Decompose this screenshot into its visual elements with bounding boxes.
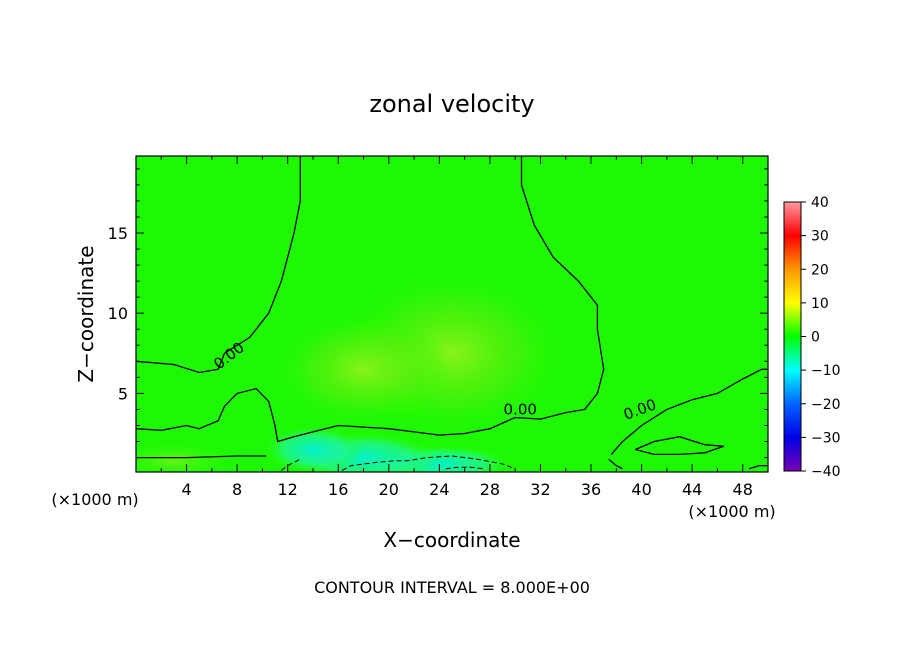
field-region-2 (275, 313, 452, 426)
colorbar-ramp (783, 201, 802, 472)
plot-frame (135, 155, 769, 473)
contour-interval-note: CONTOUR INTERVAL = 8.000E+00 (314, 578, 590, 597)
x-tick-label: 4 (181, 480, 191, 499)
colorbar-tick-label: −10 (811, 363, 841, 379)
x-tick-label: 24 (429, 480, 449, 499)
colorbar-tick-label: 20 (811, 262, 829, 278)
x-tick-label: 28 (480, 480, 500, 499)
negative-contour-1 (341, 455, 516, 471)
y-axis-label: Z−coordinate (74, 245, 98, 382)
y-tick-label: 15 (108, 224, 128, 243)
colorbar-tick-label: 40 (811, 195, 829, 211)
x-tick-label: 16 (328, 480, 348, 499)
colorbar-tick-label: −40 (811, 464, 841, 480)
zero-contour-3 (136, 455, 267, 459)
velocity-field (136, 273, 566, 472)
colorbar-tick-label: 30 (811, 229, 829, 245)
colorbar: 40 30 20 10 0 −10 −20 −30 −40 (783, 195, 841, 480)
x-tick-label: 32 (530, 480, 550, 499)
y-tick-label: 10 (108, 304, 128, 323)
x-unit-right: (×1000 m) (688, 502, 775, 521)
chart-title: zonal velocity (369, 90, 534, 118)
field-region-6 (136, 441, 238, 472)
zero-contour-2 (136, 156, 605, 443)
colorbar-tick-label: 10 (811, 296, 829, 312)
x-tick-label: 40 (631, 480, 651, 499)
zero-contour-7 (748, 464, 768, 470)
y-tick-label: 5 (118, 384, 128, 403)
colorbar-tick-label: 0 (811, 330, 820, 346)
x-tick-label: 12 (278, 480, 298, 499)
colorbar-tick-label: −30 (811, 430, 841, 446)
y-axis: 5 10 15 (108, 168, 768, 459)
zero-contour-6 (608, 458, 623, 470)
contour-lines (136, 156, 768, 471)
x-tick-label: 8 (232, 480, 242, 499)
zero-contour-1 (136, 156, 301, 374)
x-tick-label: 44 (682, 480, 702, 499)
x-axis-label: X−coordinate (383, 528, 520, 552)
x-axis: 4 8 12 16 20 24 28 32 36 40 44 48 (160, 156, 753, 499)
x-tick-label: 48 (733, 480, 753, 499)
x-tick-label: 36 (581, 480, 601, 499)
plot-area (136, 156, 768, 472)
negative-contour-3 (281, 458, 301, 471)
field-region-5 (262, 425, 364, 472)
negative-contour-2 (445, 466, 484, 470)
x-unit-left: (×1000 m) (51, 490, 138, 509)
x-tick-label: 20 (379, 480, 399, 499)
contour-label: 0.00 (504, 400, 537, 418)
zero-contour-4 (610, 368, 768, 455)
colorbar-tick-label: −20 (811, 397, 841, 413)
zero-contour-5 (635, 436, 725, 456)
